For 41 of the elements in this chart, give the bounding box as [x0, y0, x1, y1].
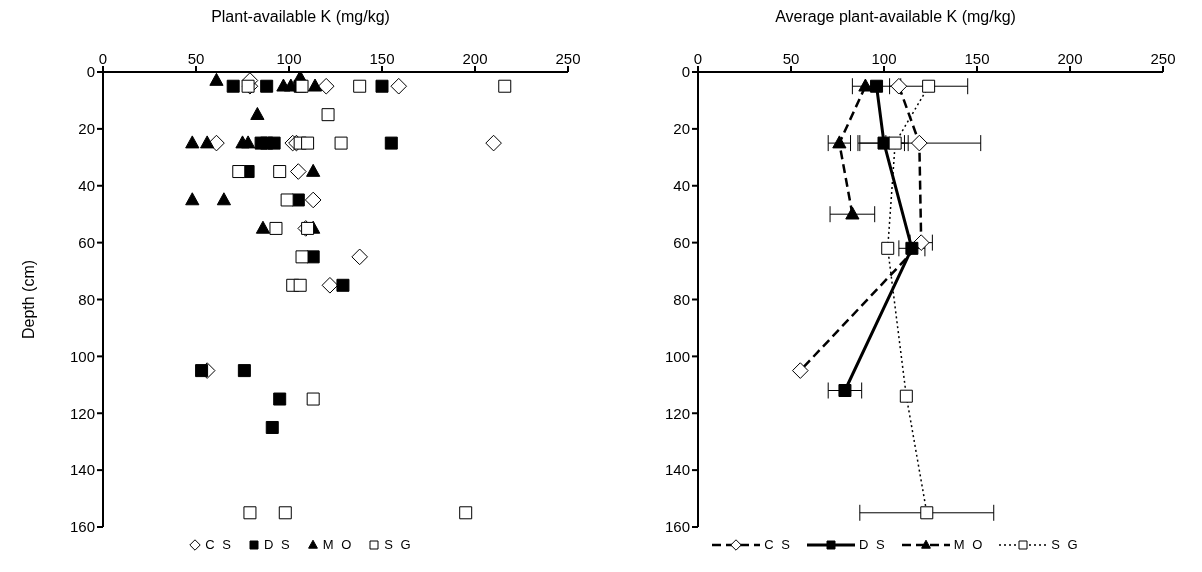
y-tick-label: 120	[69, 404, 95, 422]
x-tick-label: 0	[98, 50, 108, 67]
y-tick-label: 0	[86, 63, 95, 81]
y-tick-label: 40	[78, 177, 95, 195]
x-tick-label: 200	[1057, 50, 1083, 67]
x-tick-label: 250	[555, 50, 581, 67]
y-tick-label: 140	[664, 461, 690, 479]
chart-title: Plant-available K (mg/kg)	[210, 8, 391, 27]
x-tick-label: 100	[276, 50, 302, 67]
y-tick-label: 60	[78, 233, 95, 251]
x-tick-label: 250	[1150, 50, 1176, 67]
y-tick-label: 160	[664, 518, 690, 536]
x-tick-label: 50	[782, 50, 800, 67]
y-tick-label: 80	[78, 290, 95, 308]
y-tick-label: 140	[69, 461, 95, 479]
y-axis-title: Depth (cm)	[19, 259, 37, 340]
y-tick-label: 40	[673, 177, 690, 195]
chart-title: Average plant-available K (mg/kg)	[774, 8, 1017, 27]
y-tick-label: 20	[78, 120, 95, 138]
y-tick-label: 0	[681, 63, 690, 81]
y-tick-label: 100	[69, 347, 95, 365]
x-tick-label: 0	[693, 50, 703, 67]
legend-label: C S	[764, 537, 793, 552]
y-tick-label: 120	[664, 404, 690, 422]
y-tick-label: 160	[69, 518, 95, 536]
y-tick-label: 80	[673, 290, 690, 308]
legend-label: S G	[1051, 537, 1080, 552]
legend-label: M O	[953, 537, 985, 552]
x-tick-label: 150	[369, 50, 395, 67]
y-tick-label: 20	[673, 120, 690, 138]
legend-label: S G	[384, 537, 413, 552]
legend-label: D S	[859, 537, 887, 552]
y-tick-label: 60	[673, 233, 690, 251]
legend-label: C S	[205, 537, 234, 552]
x-tick-label: 200	[462, 50, 488, 67]
legend-label: M O	[322, 537, 354, 552]
legend-label: D S	[264, 537, 292, 552]
y-tick-label: 100	[664, 347, 690, 365]
x-tick-label: 50	[187, 50, 205, 67]
x-tick-label: 150	[964, 50, 990, 67]
x-tick-label: 100	[871, 50, 897, 67]
